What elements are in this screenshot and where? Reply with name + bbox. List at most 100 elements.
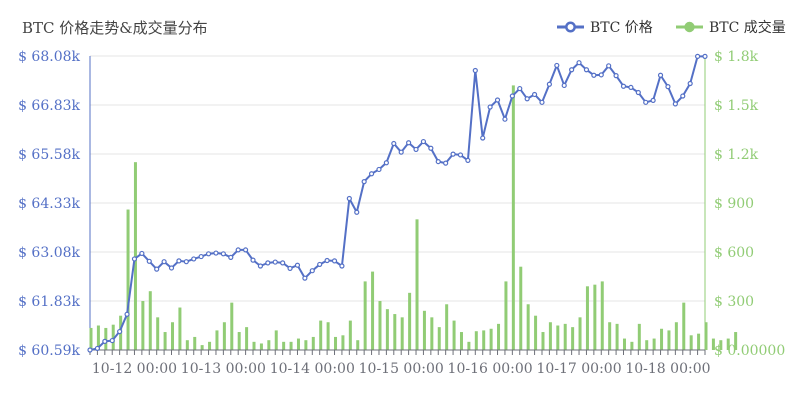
volume-bar bbox=[222, 322, 226, 350]
price-point bbox=[635, 89, 641, 96]
volume-bar bbox=[541, 332, 545, 350]
price-point bbox=[650, 97, 656, 103]
price-point bbox=[154, 266, 160, 272]
volume-bar bbox=[637, 323, 641, 350]
price-point bbox=[598, 72, 604, 78]
price-point bbox=[569, 67, 575, 73]
volume-bar bbox=[719, 340, 723, 350]
volume-bar bbox=[697, 333, 701, 350]
volume-bar bbox=[141, 301, 145, 350]
price-point bbox=[294, 262, 301, 268]
price-point bbox=[554, 62, 560, 69]
volume-bar bbox=[148, 291, 152, 350]
volume-bar bbox=[163, 332, 167, 350]
volume-bar bbox=[645, 340, 649, 350]
volume-bar bbox=[178, 307, 182, 350]
volume-bar bbox=[185, 340, 189, 350]
price-point bbox=[287, 265, 293, 271]
price-point bbox=[265, 260, 271, 266]
volume-bar bbox=[415, 219, 419, 350]
price-point bbox=[213, 250, 219, 256]
right-axis-tick-label: $ 600 bbox=[714, 245, 754, 261]
price-point bbox=[509, 93, 515, 99]
volume-bar bbox=[556, 325, 560, 350]
price-point bbox=[502, 116, 508, 122]
volume-bar bbox=[363, 281, 367, 350]
volume-bar bbox=[371, 271, 375, 350]
price-point bbox=[309, 268, 315, 274]
price-point bbox=[472, 67, 478, 74]
volume-bar bbox=[408, 292, 412, 350]
price-point bbox=[117, 328, 123, 335]
volume-bar bbox=[571, 327, 575, 350]
price-point bbox=[628, 84, 634, 91]
volume-bar bbox=[296, 338, 300, 350]
price-point bbox=[428, 145, 434, 151]
price-point bbox=[643, 99, 649, 105]
price-point bbox=[205, 251, 212, 257]
volume-bar bbox=[563, 323, 567, 350]
volume-bar bbox=[311, 336, 315, 350]
volume-bar bbox=[682, 302, 686, 350]
volume-bar bbox=[585, 286, 589, 350]
legend-label-price: BTC 价格 bbox=[590, 20, 653, 36]
volume-bar bbox=[667, 330, 671, 350]
left-axis-tick-label: $ 61.83k bbox=[18, 294, 80, 310]
volume-bar bbox=[445, 304, 449, 350]
price-point bbox=[317, 261, 323, 268]
volume-bar bbox=[526, 304, 530, 350]
legend-item-price[interactable]: BTC 价格 bbox=[557, 18, 653, 36]
volume-bar bbox=[393, 314, 397, 350]
price-point bbox=[354, 209, 360, 215]
price-point bbox=[665, 84, 671, 90]
left-axis-tick-label: $ 65.58k bbox=[18, 147, 80, 163]
volume-bar bbox=[282, 341, 286, 350]
price-point bbox=[687, 80, 693, 87]
x-axis-tick-label: 10-16 00:00 bbox=[448, 361, 533, 377]
price-point bbox=[576, 60, 582, 66]
volume-bar bbox=[660, 328, 664, 350]
price-point bbox=[480, 135, 486, 141]
volume-bar bbox=[230, 302, 234, 350]
left-axis-tick-label: $ 66.83k bbox=[18, 98, 80, 114]
legend-bar-swatch-icon bbox=[676, 21, 703, 33]
price-point bbox=[680, 93, 686, 99]
price-point bbox=[413, 146, 419, 153]
price-point bbox=[191, 256, 197, 262]
volume-bar bbox=[304, 340, 308, 350]
price-point bbox=[531, 91, 538, 98]
volume-bar bbox=[704, 322, 708, 350]
legend-item-volume[interactable]: BTC 成交量 bbox=[676, 18, 786, 36]
volume-bar bbox=[511, 85, 515, 351]
volume-bar bbox=[534, 315, 538, 350]
left-axis-tick-label: $ 64.33k bbox=[18, 196, 80, 212]
price-point bbox=[398, 149, 404, 155]
volume-bar bbox=[711, 338, 715, 350]
volume-bar bbox=[474, 331, 478, 350]
volume-bar bbox=[193, 336, 197, 350]
price-point bbox=[457, 152, 464, 158]
volume-bar bbox=[89, 327, 93, 350]
price-point bbox=[406, 140, 412, 146]
price-point bbox=[146, 258, 152, 264]
price-point bbox=[139, 250, 145, 257]
volume-bar bbox=[497, 323, 501, 350]
volume-bar bbox=[652, 338, 656, 350]
price-point bbox=[368, 171, 375, 177]
volume-bar bbox=[274, 330, 278, 350]
legend-label-volume: BTC 成交量 bbox=[709, 20, 786, 36]
price-point bbox=[435, 158, 441, 165]
volume-bar bbox=[400, 317, 404, 350]
volume-bar bbox=[348, 320, 352, 350]
price-point bbox=[339, 263, 345, 269]
price-point bbox=[168, 265, 175, 271]
price-point bbox=[94, 345, 101, 352]
right-axis-tick-label: $ 1.8k bbox=[714, 49, 759, 65]
volume-bar bbox=[319, 320, 323, 350]
volume-bar bbox=[259, 343, 263, 350]
volume-bar bbox=[267, 340, 271, 350]
volume-bar bbox=[600, 281, 604, 350]
volume-bar bbox=[630, 341, 634, 350]
right-axis-tick-label: $ 0.00000 bbox=[714, 343, 785, 359]
